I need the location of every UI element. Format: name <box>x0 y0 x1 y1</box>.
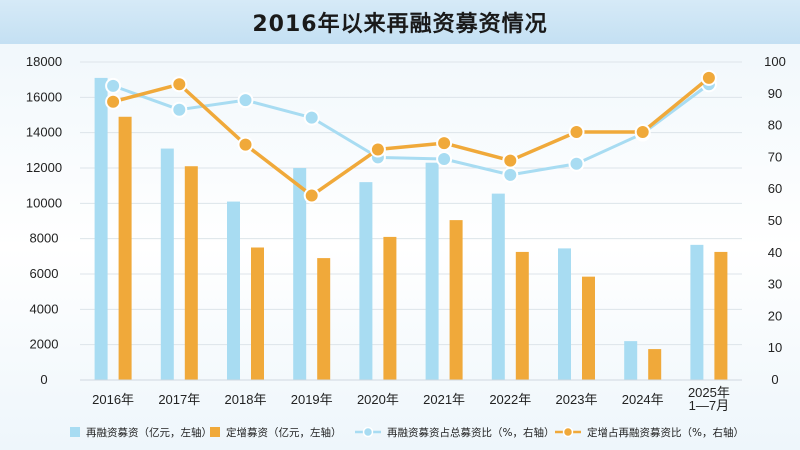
bar-refinancing <box>227 201 240 380</box>
bar-refinancing <box>160 148 174 380</box>
legend-label: 定增募资（亿元，左轴） <box>226 426 342 439</box>
x-axis-tick-label: 2022年 <box>489 392 531 407</box>
bar-private-placement <box>515 251 529 380</box>
bar-private-placement <box>648 349 662 380</box>
point-placement-ratio <box>502 152 519 169</box>
point-placement-ratio <box>634 123 651 140</box>
x-axis-tick-label: 2019年 <box>291 392 333 407</box>
point-refinancing-ratio <box>171 101 188 118</box>
right-axis-tick-label: 10 <box>768 340 782 355</box>
lines <box>105 69 717 204</box>
point-placement-ratio <box>237 136 254 153</box>
x-axis-tick-label: 2021年 <box>423 392 465 407</box>
line-placement-ratio <box>112 76 711 198</box>
line-refinancing-ratio <box>112 83 710 177</box>
legend-label: 再融资募资占总募资比（%，右轴） <box>387 426 554 439</box>
bars <box>94 77 728 381</box>
left-axis-tick-label: 18000 <box>26 54 62 69</box>
right-axis-tick-label: 90 <box>768 86 782 101</box>
legend-swatch <box>210 427 220 437</box>
point-refinancing-ratio <box>237 92 254 109</box>
left-axis-tick-label: 6000 <box>30 266 59 281</box>
point-refinancing-ratio <box>502 166 519 183</box>
left-axis-tick-label: 10000 <box>26 195 62 210</box>
bar-refinancing <box>491 193 505 380</box>
legend-marker <box>362 426 374 438</box>
title-bar: 2016年以来再融资募资情况 <box>0 0 800 44</box>
point-refinancing-ratio <box>303 109 320 126</box>
bar-private-placement <box>251 247 264 380</box>
bar-private-placement <box>118 116 132 381</box>
x-axis-tick-label: 2017年 <box>158 392 200 407</box>
left-axis-tick-label: 4000 <box>30 301 59 316</box>
legend-label: 再融资募资（亿元，左轴） <box>86 426 212 439</box>
left-axis-tick-label: 8000 <box>30 231 59 246</box>
bar-refinancing <box>94 77 108 381</box>
point-placement-ratio <box>303 187 320 204</box>
right-axis-tick-label: 40 <box>768 245 782 260</box>
legend-marker <box>562 426 574 438</box>
bar-refinancing <box>293 168 307 380</box>
bar-refinancing <box>624 341 638 380</box>
bar-private-placement <box>184 166 198 380</box>
left-axis-tick-label: 12000 <box>26 160 62 175</box>
x-axis-tick-label: 2025年 1—7月 <box>688 385 730 413</box>
x-axis-tick-label: 2018年 <box>225 392 267 407</box>
point-placement-ratio <box>105 93 122 110</box>
bar-refinancing <box>359 182 373 380</box>
bar-private-placement <box>317 258 331 380</box>
right-axis-tick-label: 50 <box>768 213 782 228</box>
legend: 再融资募资（亿元，左轴） 定增募资（亿元，左轴） 再融资募资占总募资比（%，右轴） 定… <box>70 426 744 439</box>
bar-refinancing <box>690 244 704 380</box>
x-axis-tick-label: 2023年 <box>556 392 598 407</box>
bar-private-placement <box>383 236 397 380</box>
point-placement-ratio <box>369 141 386 158</box>
right-axis-tick-label: 80 <box>768 118 782 133</box>
chart-title: 2016年以来再融资募资情况 <box>252 12 548 37</box>
point-placement-ratio <box>568 123 585 140</box>
right-axis-tick-label: 0 <box>771 372 778 387</box>
right-axis-tick-label: 100 <box>764 54 786 69</box>
point-refinancing-ratio <box>105 77 122 94</box>
left-axis-tick-label: 16000 <box>26 89 62 104</box>
right-axis-tick-label: 60 <box>768 181 782 196</box>
right-axis-tick-label: 20 <box>768 308 782 323</box>
left-axis-tick-label: 14000 <box>26 125 62 140</box>
point-placement-ratio <box>436 135 453 152</box>
legend-swatch <box>70 427 80 437</box>
bar-private-placement <box>714 251 728 380</box>
point-placement-ratio <box>171 76 188 93</box>
x-axis-tick-label: 2020年 <box>357 392 399 407</box>
right-axis-tick-label: 30 <box>768 277 782 292</box>
axes: 0 2000 4000 6000 8000 10000 12000 14000 16000 180… <box>26 54 786 413</box>
point-refinancing-ratio <box>436 150 453 167</box>
legend-label: 定增占再融资募资比（%，右轴） <box>587 426 744 439</box>
bar-refinancing <box>558 248 571 380</box>
bar-private-placement <box>582 276 595 380</box>
bar-refinancing <box>425 162 439 380</box>
right-axis-tick-label: 70 <box>768 149 782 164</box>
left-axis-tick-label: 2000 <box>30 337 59 352</box>
x-axis-tick-label: 2024年 <box>622 392 664 407</box>
x-axis-tick-label: 2016年 <box>92 392 134 407</box>
point-placement-ratio <box>700 69 717 86</box>
point-refinancing-ratio <box>568 155 585 172</box>
bar-private-placement <box>449 220 463 380</box>
left-axis-tick-label: 0 <box>40 372 47 387</box>
